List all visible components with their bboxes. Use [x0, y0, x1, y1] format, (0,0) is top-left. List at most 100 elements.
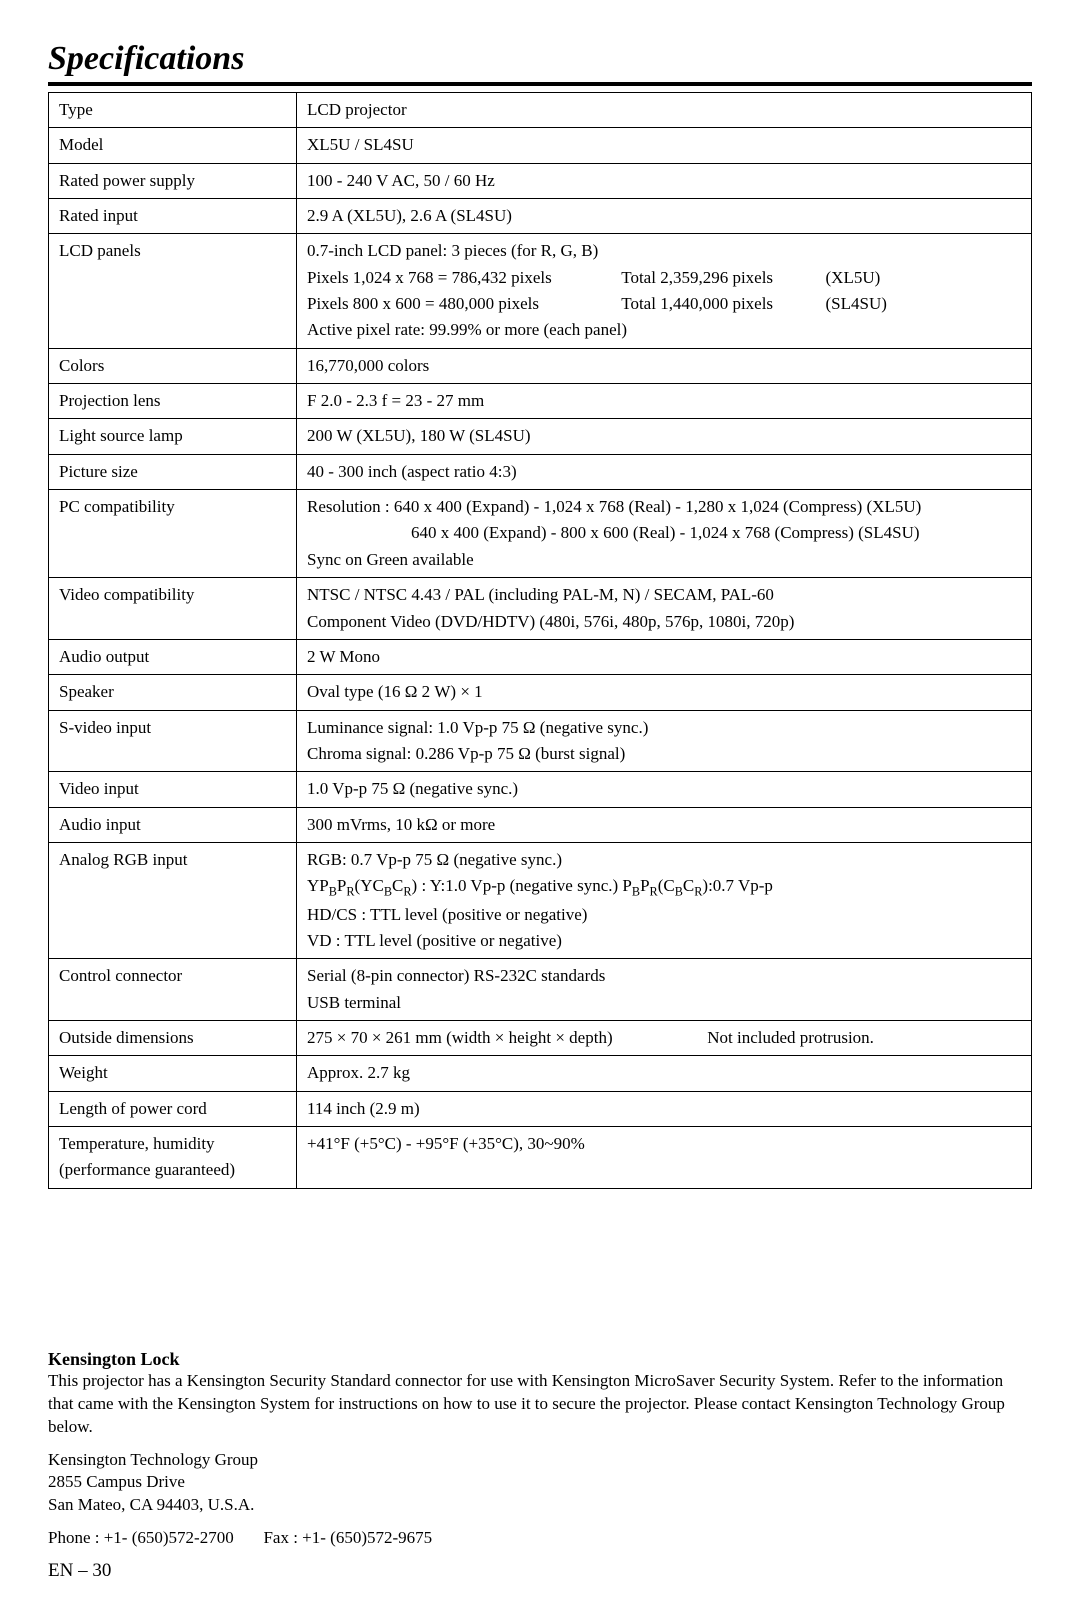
spec-label: Speaker: [49, 675, 297, 710]
table-row: Speaker Oval type (16 Ω 2 W) × 1: [49, 675, 1032, 710]
table-row: Projection lens F 2.0 - 2.3 f = 23 - 27 …: [49, 384, 1032, 419]
spec-text: (SL4SU): [826, 294, 887, 313]
spec-text: (XL5U): [826, 268, 881, 287]
spec-label: PC compatibility: [49, 490, 297, 578]
spec-value: Luminance signal: 1.0 Vp-p 75 Ω (negativ…: [297, 710, 1032, 772]
table-row: Outside dimensions 275 × 70 × 261 mm (wi…: [49, 1020, 1032, 1055]
kensington-address: Kensington Technology Group 2855 Campus …: [48, 1449, 1032, 1518]
address-line: San Mateo, CA 94403, U.S.A.: [48, 1494, 1032, 1517]
spec-subline: Pixels 800 x 600 = 480,000 pixels Total …: [307, 291, 1021, 317]
spec-value: Oval type (16 Ω 2 W) × 1: [297, 675, 1032, 710]
table-row: Audio output 2 W Mono: [49, 639, 1032, 674]
kensington-heading: Kensington Lock: [48, 1349, 1032, 1370]
spec-label: Rated power supply: [49, 163, 297, 198]
spec-label: Colors: [49, 348, 297, 383]
spec-label: Projection lens: [49, 384, 297, 419]
spec-label: Control connector: [49, 959, 297, 1021]
spec-label: Video compatibility: [49, 578, 297, 640]
table-row: Colors 16,770,000 colors: [49, 348, 1032, 383]
spec-label: Audio input: [49, 807, 297, 842]
table-row: Model XL5U / SL4SU: [49, 128, 1032, 163]
spec-subline: RGB: 0.7 Vp-p 75 Ω (negative sync.): [307, 847, 1021, 873]
title-rule: [48, 82, 1032, 86]
spec-table: Type LCD projector Model XL5U / SL4SU Ra…: [48, 92, 1032, 1189]
spec-value: +41°F (+5°C) - +95°F (+35°C), 30~90%: [297, 1127, 1032, 1189]
table-row: PC compatibility Resolution : 640 x 400 …: [49, 490, 1032, 578]
spec-text: Pixels 800 x 600 = 480,000 pixels: [307, 291, 617, 317]
spec-value: 275 × 70 × 261 mm (width × height × dept…: [297, 1020, 1032, 1055]
spec-value: 2.9 A (XL5U), 2.6 A (SL4SU): [297, 199, 1032, 234]
address-line: Kensington Technology Group: [48, 1449, 1032, 1472]
kensington-phone: Phone : +1- (650)572-2700 Fax : +1- (650…: [48, 1527, 1032, 1550]
spec-label: Analog RGB input: [49, 842, 297, 958]
spec-subline: Sync on Green available: [307, 547, 1021, 573]
spec-value: LCD projector: [297, 93, 1032, 128]
spec-label: Model: [49, 128, 297, 163]
spec-text: : Y:1.0 Vp-p (negative sync.): [417, 876, 622, 895]
spec-subline: Serial (8-pin connector) RS-232C standar…: [307, 963, 1021, 989]
table-row: Rated input 2.9 A (XL5U), 2.6 A (SL4SU): [49, 199, 1032, 234]
kensington-body: This projector has a Kensington Security…: [48, 1370, 1032, 1439]
table-row: Video compatibility NTSC / NTSC 4.43 / P…: [49, 578, 1032, 640]
spec-subline: YPBPR(YCBCR) : Y:1.0 Vp-p (negative sync…: [307, 873, 1021, 901]
table-row: Weight Approx. 2.7 kg: [49, 1056, 1032, 1091]
spec-text: (performance guaranteed): [59, 1157, 286, 1183]
spec-subline: Luminance signal: 1.0 Vp-p 75 Ω (negativ…: [307, 715, 1021, 741]
spec-subline: Component Video (DVD/HDTV) (480i, 576i, …: [307, 609, 1021, 635]
spec-text: Total 1,440,000 pixels: [621, 291, 821, 317]
spec-label: Temperature, humidity (performance guara…: [49, 1127, 297, 1189]
address-line: 2855 Campus Drive: [48, 1471, 1032, 1494]
spec-subline: 640 x 400 (Expand) - 800 x 600 (Real) - …: [307, 520, 1021, 546]
spec-value: Serial (8-pin connector) RS-232C standar…: [297, 959, 1032, 1021]
spec-subline: Resolution : 640 x 400 (Expand) - 1,024 …: [307, 494, 1021, 520]
table-row: Video input 1.0 Vp-p 75 Ω (negative sync…: [49, 772, 1032, 807]
spec-subline: VD : TTL level (positive or negative): [307, 928, 1021, 954]
spec-value: XL5U / SL4SU: [297, 128, 1032, 163]
spec-value: 2 W Mono: [297, 639, 1032, 674]
spec-text: Total 2,359,296 pixels: [621, 265, 821, 291]
spec-label: Length of power cord: [49, 1091, 297, 1126]
table-row: Picture size 40 - 300 inch (aspect ratio…: [49, 454, 1032, 489]
spec-value: Approx. 2.7 kg: [297, 1056, 1032, 1091]
spec-value: 1.0 Vp-p 75 Ω (negative sync.): [297, 772, 1032, 807]
spec-subline: USB terminal: [307, 990, 1021, 1016]
spec-subline: Chroma signal: 0.286 Vp-p 75 Ω (burst si…: [307, 741, 1021, 767]
spec-label: Outside dimensions: [49, 1020, 297, 1055]
spec-text: :0.7 Vp-p: [708, 876, 773, 895]
spec-label: Audio output: [49, 639, 297, 674]
spec-text: Temperature, humidity: [59, 1131, 286, 1157]
spec-label: Weight: [49, 1056, 297, 1091]
spec-label: Rated input: [49, 199, 297, 234]
page-footer: EN – 30: [48, 1560, 1032, 1582]
spec-subline: Active pixel rate: 99.99% or more (each …: [307, 317, 1021, 343]
spec-label: Picture size: [49, 454, 297, 489]
table-row: Light source lamp 200 W (XL5U), 180 W (S…: [49, 419, 1032, 454]
spec-value: 100 - 240 V AC, 50 / 60 Hz: [297, 163, 1032, 198]
spec-label: LCD panels: [49, 234, 297, 348]
table-row: Type LCD projector: [49, 93, 1032, 128]
spec-value: Resolution : 640 x 400 (Expand) - 1,024 …: [297, 490, 1032, 578]
spec-label: S-video input: [49, 710, 297, 772]
table-row: LCD panels 0.7-inch LCD panel: 3 pieces …: [49, 234, 1032, 348]
spec-subline: 0.7-inch LCD panel: 3 pieces (for R, G, …: [307, 238, 1021, 264]
spec-label: Video input: [49, 772, 297, 807]
spec-text: 275 × 70 × 261 mm (width × height × dept…: [307, 1025, 703, 1051]
spec-subline: HD/CS : TTL level (positive or negative): [307, 902, 1021, 928]
spec-subline: NTSC / NTSC 4.43 / PAL (including PAL-M,…: [307, 582, 1021, 608]
page-title: Specifications: [48, 40, 1032, 78]
spec-value: 114 inch (2.9 m): [297, 1091, 1032, 1126]
spec-value: 0.7-inch LCD panel: 3 pieces (for R, G, …: [297, 234, 1032, 348]
spec-label: Light source lamp: [49, 419, 297, 454]
spec-value: NTSC / NTSC 4.43 / PAL (including PAL-M,…: [297, 578, 1032, 640]
spec-subline: Pixels 1,024 x 768 = 786,432 pixels Tota…: [307, 265, 1021, 291]
spec-value: 16,770,000 colors: [297, 348, 1032, 383]
spec-value: F 2.0 - 2.3 f = 23 - 27 mm: [297, 384, 1032, 419]
spec-label: Type: [49, 93, 297, 128]
table-row: Temperature, humidity (performance guara…: [49, 1127, 1032, 1189]
spec-text: Not included protrusion.: [707, 1028, 874, 1047]
spec-value: RGB: 0.7 Vp-p 75 Ω (negative sync.) YPBP…: [297, 842, 1032, 958]
spec-value: 300 mVrms, 10 kΩ or more: [297, 807, 1032, 842]
spec-text: Pixels 1,024 x 768 = 786,432 pixels: [307, 265, 617, 291]
table-row: Control connector Serial (8-pin connecto…: [49, 959, 1032, 1021]
table-row: Analog RGB input RGB: 0.7 Vp-p 75 Ω (neg…: [49, 842, 1032, 958]
